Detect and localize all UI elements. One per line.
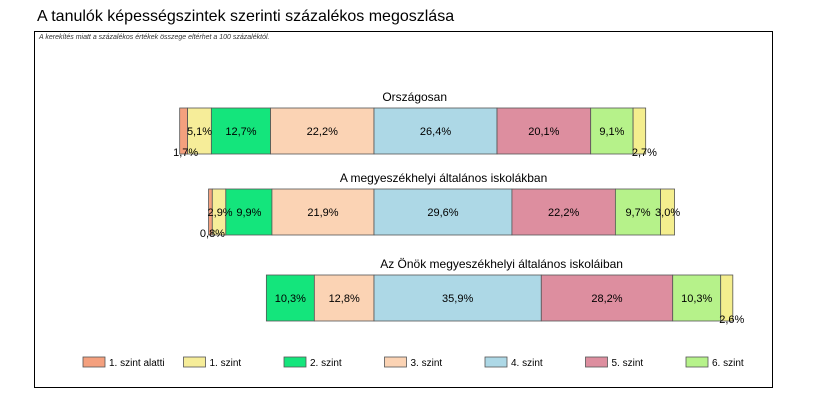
legend-label-3: 3. szint [411, 358, 443, 369]
data-label-1-7: 3,0% [655, 207, 680, 219]
rounding-note: A kerekítés miatt a százalékos értékek ö… [39, 34, 270, 41]
data-label-1-4: 29,6% [427, 207, 458, 219]
bar-segment-0-3 [270, 107, 375, 155]
bar-segment-0-7 [632, 107, 647, 155]
bar-segment-0-2 [210, 107, 271, 155]
legend-label-5: 5. szint [612, 358, 644, 369]
bar-segment-1-4 [373, 188, 513, 236]
category-title-1: A megyeszékhelyi általános iskolákban [340, 171, 547, 185]
chart-frame: A kerekítés miatt a százalékos értékek ö… [34, 31, 773, 388]
bar-segment-2-4 [373, 274, 542, 322]
bar-segment-0-4 [373, 107, 498, 155]
bar-segment-0-5 [496, 107, 592, 155]
data-label-0-2: 12,7% [225, 126, 256, 138]
data-label-2-6: 10,3% [681, 293, 712, 305]
legend-swatch-6 [685, 356, 709, 368]
page-title: A tanulók képességszintek szerinti száza… [37, 8, 455, 25]
data-label-1-1: 2,9% [208, 207, 233, 219]
data-label-0-4: 26,4% [420, 126, 451, 138]
data-label-2-4: 35,9% [442, 293, 473, 305]
data-label-0-3: 22,2% [307, 126, 338, 138]
data-label-1-0: 0,8% [200, 228, 225, 240]
legend-label-1: 1. szint [210, 358, 242, 369]
data-label-0-5: 20,1% [528, 126, 559, 138]
data-label-0-6: 9,1% [599, 126, 624, 138]
legend-swatch-1 [183, 356, 206, 368]
legend-swatch-4 [484, 356, 508, 368]
bar-segment-1-3 [271, 188, 375, 236]
bar-segment-2-2 [265, 274, 315, 322]
data-label-2-3: 12,8% [329, 293, 360, 305]
data-label-2-7: 2,6% [719, 314, 744, 326]
bar-segment-2-7 [720, 274, 734, 322]
category-title-2: Az Önök megyeszékhelyi általános iskolái… [380, 257, 623, 271]
data-label-1-6: 9,7% [625, 207, 650, 219]
legend-label-4: 4. szint [511, 358, 543, 369]
data-label-1-3: 21,9% [307, 207, 338, 219]
bar-segment-0-6 [590, 107, 634, 155]
data-label-0-7: 2,7% [632, 147, 657, 159]
legend-label-0: 1. szint alatti [109, 358, 165, 369]
data-label-0-1: 5,1% [187, 126, 212, 138]
legend-swatch-2 [283, 356, 307, 368]
data-label-2-2: 10,3% [275, 293, 306, 305]
data-label-1-2: 9,9% [236, 207, 261, 219]
bar-segment-1-7 [660, 188, 675, 236]
legend-swatch-0 [82, 356, 106, 368]
category-title-0: Országosan [382, 90, 447, 104]
legend-label-6: 6. szint [712, 358, 744, 369]
legend-label-2: 2. szint [310, 358, 342, 369]
legend-swatch-3 [384, 356, 407, 368]
bar-segment-1-6 [614, 188, 661, 236]
bar-segment-1-5 [511, 188, 616, 236]
bar-segment-2-5 [540, 274, 674, 322]
data-label-2-5: 28,2% [591, 293, 622, 305]
stacked-bar-chart: Országosan 1,7% 5,1% 12,7% 22,2% 26,4% 20,1% 9,… [82, 90, 745, 369]
legend-swatch-5 [585, 356, 608, 368]
data-label-1-5: 22,2% [548, 207, 579, 219]
data-label-0-0: 1,7% [173, 147, 198, 159]
bar-segment-2-6 [672, 274, 722, 322]
bar-segment-2-3 [313, 274, 375, 322]
